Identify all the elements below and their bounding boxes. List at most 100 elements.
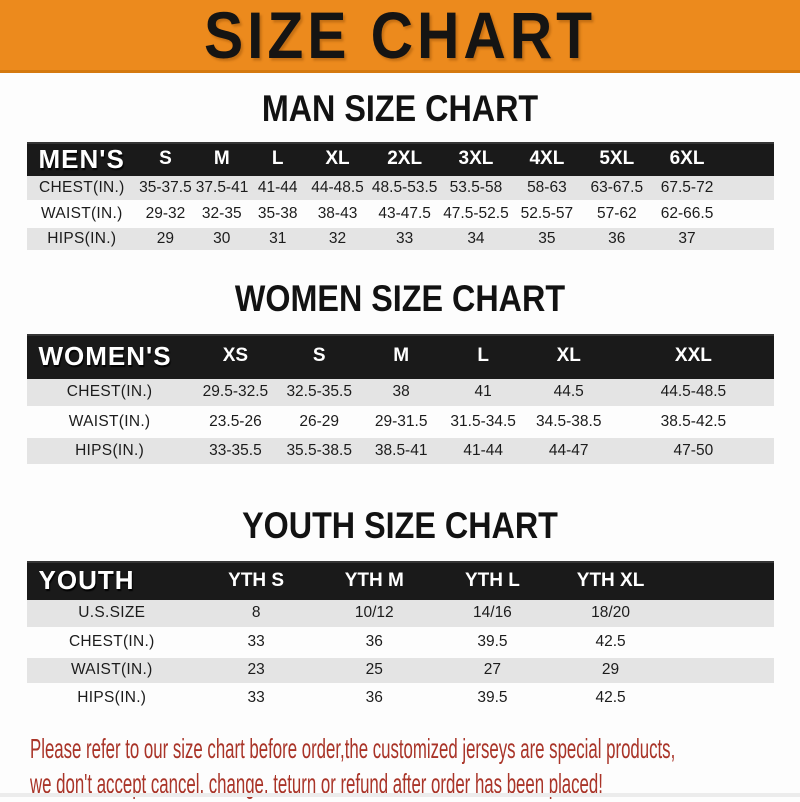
size-value-cell: 41-44: [442, 436, 525, 467]
size-value-cell: 44.5: [524, 378, 614, 409]
size-value-cell: 63-67.5: [581, 176, 652, 203]
size-value-cell: 35: [511, 226, 582, 253]
size-value-cell: 42.5: [551, 628, 670, 658]
size-value-cell: 38.5-41: [360, 436, 443, 467]
size-value-cell: 29.5-32.5: [192, 378, 279, 409]
size-value-cell: 36: [315, 684, 434, 714]
size-value-cell: 31.5-34.5: [442, 407, 525, 438]
size-column-header: 5XL: [581, 142, 652, 176]
women-section-title: WOMEN SIZE CHART: [234, 277, 566, 319]
size-value-cell: 8: [197, 600, 316, 630]
table-row: WAIST(IN.) 23.5-26 26-29 29-31.5 31.5-34.5 34…: [26, 407, 774, 438]
size-value-cell: 31: [249, 226, 306, 253]
size-value-cell: 35.5-38.5: [278, 436, 361, 467]
size-value-cell: 41: [442, 378, 525, 409]
table-row: HIPS(IN.) 29 30 31 32 33 34 35 36 37: [26, 226, 774, 253]
spacer-cell: [722, 201, 774, 228]
size-column-header: XL: [305, 142, 370, 176]
row-label: CHEST(IN.): [26, 378, 193, 409]
row-label: WAIST(IN.): [26, 201, 138, 228]
youth-section-title: YOUTH SIZE CHART: [242, 505, 558, 547]
size-value-cell: 32: [305, 226, 370, 253]
size-value-cell: 44.5-48.5: [613, 378, 774, 409]
size-value-cell: 42.5: [551, 684, 670, 714]
size-column-header: L: [442, 333, 525, 379]
size-value-cell: 47.5-52.5: [439, 201, 512, 228]
size-column-header: 4XL: [511, 142, 582, 176]
size-column-header: YTH L: [433, 561, 552, 600]
size-value-cell: 14/16: [433, 600, 552, 630]
row-label: CHEST(IN.): [26, 176, 138, 203]
size-value-cell: 33: [197, 684, 316, 714]
page-title: SIZE CHART: [204, 0, 596, 72]
size-value-cell: 34: [439, 226, 512, 253]
spacer-cell: [669, 656, 774, 686]
size-value-cell: 43-47.5: [369, 201, 440, 228]
table-corner-label: YOUTH: [26, 561, 198, 600]
row-label: HIPS(IN.): [26, 226, 138, 253]
spacer-cell: [669, 600, 774, 630]
size-column-header: 2XL: [369, 142, 440, 176]
table-row: CHEST(IN.) 33 36 39.5 42.5: [26, 628, 774, 658]
size-value-cell: 39.5: [433, 628, 552, 658]
size-value-cell: 33: [197, 628, 316, 658]
men-size-table: MEN'S S M L XL 2XL 3XL 4XL 5XL 6XL CHEST(IN.) 35-37…: [26, 142, 774, 253]
spacer-cell: [722, 226, 774, 253]
size-column-header: S: [278, 333, 361, 379]
size-column-header: S: [137, 142, 194, 176]
table-row: WAIST(IN.) 23 25 27 29: [26, 656, 774, 686]
size-value-cell: 35-38: [249, 201, 306, 228]
size-value-cell: 58-63: [511, 176, 582, 203]
table-row: WAIST(IN.) 29-32 32-35 35-38 38-43 43-47.5 47.…: [26, 201, 774, 228]
size-value-cell: 36: [315, 628, 434, 658]
table-corner-label: MEN'S: [26, 142, 138, 176]
size-column-header: 3XL: [439, 142, 512, 176]
size-value-cell: 29: [137, 226, 194, 253]
size-value-cell: 32.5-35.5: [278, 378, 361, 409]
table-header-row: YOUTH YTH S YTH M YTH L YTH XL: [26, 561, 774, 600]
size-value-cell: 44-48.5: [305, 176, 370, 203]
table-corner-label: WOMEN'S: [26, 333, 193, 379]
table-row: CHEST(IN.) 35-37.5 37.5-41 41-44 44-48.5 48.5…: [26, 176, 774, 203]
size-column-header: 6XL: [651, 142, 723, 176]
size-chart-banner: SIZE CHART: [0, 0, 800, 73]
size-value-cell: 27: [433, 656, 552, 686]
spacer-cell: [669, 628, 774, 658]
size-value-cell: 52.5-57: [511, 201, 582, 228]
size-value-cell: 41-44: [249, 176, 306, 203]
row-label: HIPS(IN.): [26, 684, 198, 714]
size-value-cell: 23.5-26: [192, 407, 279, 438]
size-value-cell: 48.5-53.5: [369, 176, 440, 203]
women-size-table: WOMEN'S XS S M L XL XXL CHEST(IN.) 29.5-32.5 32.5…: [26, 333, 774, 467]
size-column-header: YTH S: [197, 561, 316, 600]
row-label: U.S.SIZE: [26, 600, 198, 630]
table-row: U.S.SIZE 8 10/12 14/16 18/20: [26, 600, 774, 630]
size-value-cell: 10/12: [315, 600, 434, 630]
size-column-header: M: [193, 142, 250, 176]
size-value-cell: 18/20: [551, 600, 670, 630]
size-value-cell: 23: [197, 656, 316, 686]
row-label: WAIST(IN.): [26, 656, 198, 686]
size-column-header: YTH M: [315, 561, 434, 600]
size-value-cell: 29: [551, 656, 670, 686]
size-value-cell: 33: [369, 226, 440, 253]
table-row: HIPS(IN.) 33-35.5 35.5-38.5 38.5-41 41-44 44-…: [26, 436, 774, 467]
table-row: CHEST(IN.) 29.5-32.5 32.5-35.5 38 41 44.5 44.5…: [26, 378, 774, 409]
size-value-cell: 67.5-72: [651, 176, 723, 203]
size-column-header: L: [249, 142, 306, 176]
size-value-cell: 38: [360, 378, 443, 409]
size-value-cell: 29-32: [137, 201, 194, 228]
row-label: CHEST(IN.): [26, 628, 198, 658]
size-column-header: XXL: [613, 333, 774, 379]
size-value-cell: 37.5-41: [193, 176, 250, 203]
size-value-cell: 36: [581, 226, 652, 253]
table-header-row: WOMEN'S XS S M L XL XXL: [26, 333, 774, 379]
size-value-cell: 62-66.5: [651, 201, 723, 228]
size-value-cell: 25: [315, 656, 434, 686]
size-column-header: XL: [524, 333, 614, 379]
spacer-cell: [669, 684, 774, 714]
man-section-title: MAN SIZE CHART: [261, 88, 539, 130]
spacer-column: [722, 142, 774, 176]
disclaimer-line-1: Please refer to our size chart before or…: [30, 732, 676, 764]
size-value-cell: 38-43: [305, 201, 370, 228]
